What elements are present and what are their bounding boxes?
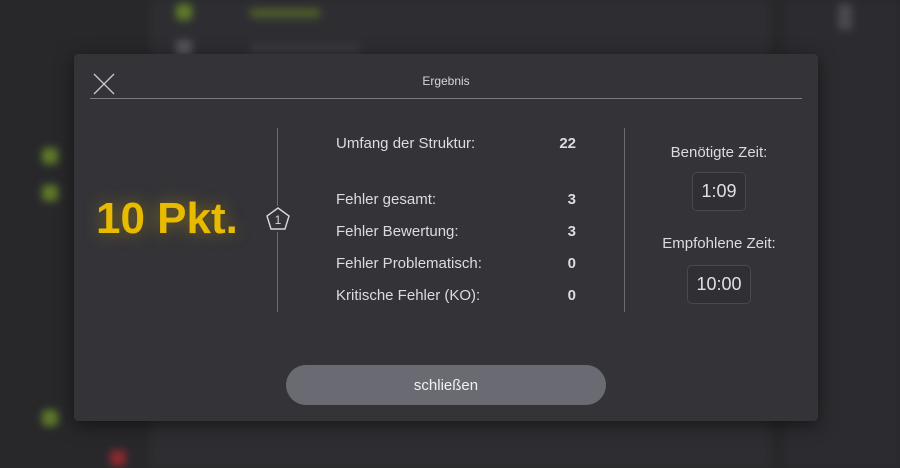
- time-needed-value: 1:09: [692, 172, 746, 211]
- score-value: 10 Pkt.: [96, 194, 238, 243]
- result-dialog: Ergebnis 10 Pkt. 1 Umfang der Struktur: 2…: [74, 54, 818, 421]
- background-status-dot: [42, 148, 58, 164]
- close-button[interactable]: [92, 72, 116, 96]
- stat-value: 3: [567, 191, 576, 208]
- stat-value: 22: [559, 135, 576, 152]
- background-status-dot: [42, 185, 58, 201]
- stat-row: Umfang der Struktur: 22: [336, 135, 576, 152]
- level-badge: 1: [265, 206, 291, 232]
- stat-label: Umfang der Struktur:: [336, 135, 476, 152]
- dialog-title: Ergebnis: [422, 74, 470, 88]
- stat-value: 0: [567, 255, 576, 272]
- background-status-dot: [176, 40, 192, 56]
- background-bar: [250, 8, 320, 18]
- stat-row: Fehler Bewertung: 3: [336, 223, 576, 240]
- stat-label: Fehler gesamt:: [336, 191, 437, 208]
- stat-label: Fehler Bewertung:: [336, 223, 459, 240]
- close-dialog-button[interactable]: schließen: [286, 365, 606, 405]
- stat-value: 0: [567, 287, 576, 304]
- stat-label: Fehler Problematisch:: [336, 255, 482, 272]
- badge-value: 1: [274, 213, 282, 227]
- stat-row: Kritische Fehler (KO): 0: [336, 287, 576, 304]
- background-status-dot: [42, 410, 58, 426]
- time-needed-label: Benötigte Zeit:: [670, 144, 768, 161]
- time-recommended-label: Empfohlene Zeit:: [662, 235, 776, 252]
- pentagon-icon: [266, 207, 290, 230]
- right-divider: [624, 128, 625, 312]
- time-recommended-value: 10:00: [687, 265, 751, 304]
- background-scroll-thumb: [838, 4, 852, 30]
- background-status-dot: [176, 4, 192, 20]
- stat-row: Fehler gesamt: 3: [336, 191, 576, 208]
- background-status-dot: [110, 450, 126, 466]
- stat-value: 3: [567, 223, 576, 240]
- stat-row: Fehler Problematisch: 0: [336, 255, 576, 272]
- header-divider: [90, 98, 802, 99]
- close-x-icon: [93, 73, 115, 95]
- background-bar: [250, 44, 360, 54]
- stat-label: Kritische Fehler (KO):: [336, 287, 481, 304]
